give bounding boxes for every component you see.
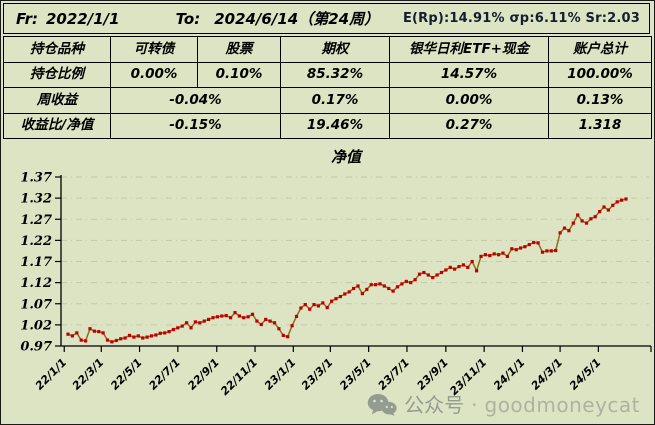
y-tick-label: 1.22 <box>20 234 52 249</box>
net-value-chart: 净值 0.97 1.02 1.07 1.12 1.17 1.22 1.27 1.32 1.37 22… <box>20 148 652 398</box>
x-tick-label: 22/5/1 <box>108 356 145 393</box>
x-tick-label: 22/9/1 <box>185 356 222 393</box>
table-cell: 0.00% <box>389 87 549 114</box>
chart-title: 净值 <box>331 148 364 166</box>
table-cell: 14.57% <box>389 61 549 88</box>
x-tick-label: 22/3/1 <box>70 356 107 393</box>
table-cell: 0.10% <box>197 61 281 88</box>
x-tick-label: 23/5/1 <box>337 356 374 393</box>
table-cell: 1.318 <box>548 112 652 139</box>
y-tick-label: 1.32 <box>20 192 52 207</box>
y-tick-label: 1.27 <box>20 213 52 228</box>
y-tick-label: 0.97 <box>20 340 52 355</box>
data-point-markers <box>66 197 628 344</box>
table-cell: 19.46% <box>280 112 390 139</box>
report-header: Fr: 2022/1/1 To: 2024/6/14（第24周） E(Rp):1… <box>3 3 650 34</box>
x-tick-label: 24/5/1 <box>567 356 604 393</box>
table-row: 周收益 -0.04% 0.17% 0.00% 0.13% <box>3 87 652 114</box>
y-tick-label: 1.12 <box>20 276 52 291</box>
table-cell: 0.17% <box>280 87 390 114</box>
x-tick-label: 23/1/1 <box>262 356 299 393</box>
x-tick-label: 24/1/1 <box>491 356 528 393</box>
table-column-header: 账户总计 <box>548 36 652 63</box>
table-cell: 0.00% <box>110 61 198 88</box>
chart-plot: 净值 0.97 1.02 1.07 1.12 1.17 1.22 1.27 1.32 1.37 22… <box>20 148 652 398</box>
x-tick-label: 22/1/1 <box>33 356 70 393</box>
to-date: 2024/6/14（第24周） <box>214 10 380 28</box>
to-label: To: <box>175 9 201 28</box>
row-label: 持仓比例 <box>3 61 111 88</box>
x-tick-label: 23/11/1 <box>447 356 489 398</box>
table-column-header: 可转债 <box>110 36 198 63</box>
table-cell: -0.15% <box>110 112 281 139</box>
table-row: 收益比/净值 -0.15% 19.46% 0.27% 1.318 <box>3 112 652 139</box>
y-tick-label: 1.02 <box>20 318 52 333</box>
row-label: 收益比/净值 <box>3 112 111 139</box>
table-row: 持仓比例 0.00% 0.10% 85.32% 14.57% 100.00% <box>3 61 652 88</box>
x-tick-label: 23/3/1 <box>299 356 336 393</box>
x-tick-label: 23/7/1 <box>376 356 413 393</box>
row-label: 周收益 <box>3 87 111 114</box>
y-tick-label: 1.17 <box>20 255 52 270</box>
table-column-header: 期权 <box>280 36 390 63</box>
table-column-header: 银华日利ETF+现金 <box>389 36 549 63</box>
from-label: Fr: <box>16 9 38 28</box>
net-value-line <box>67 198 627 343</box>
from-date: 2022/1/1 <box>46 9 120 28</box>
x-tick-label: 22/11/1 <box>218 356 260 398</box>
table-corner-header: 持仓品种 <box>3 36 111 63</box>
x-tick-label: 23/9/1 <box>414 356 451 393</box>
table-cell: 100.00% <box>548 61 652 88</box>
table-column-header: 股票 <box>197 36 281 63</box>
holdings-table: 持仓品种 可转债 股票 期权 银华日利ETF+现金 账户总计 持仓比例 0.00% 0.10% 8… <box>3 36 652 139</box>
table-cell: -0.04% <box>110 87 281 114</box>
table-cell: 85.32% <box>280 61 390 88</box>
portfolio-stats: E(Rp):14.91% σp:6.11% Sr:2.03 <box>402 11 640 26</box>
x-tick-label: 24/3/1 <box>529 356 566 393</box>
table-cell: 0.27% <box>389 112 549 139</box>
table-cell: 0.13% <box>548 87 652 114</box>
x-tick-label: 22/7/1 <box>146 356 183 393</box>
y-tick-label: 1.07 <box>20 297 52 312</box>
y-tick-label: 1.37 <box>20 171 52 186</box>
